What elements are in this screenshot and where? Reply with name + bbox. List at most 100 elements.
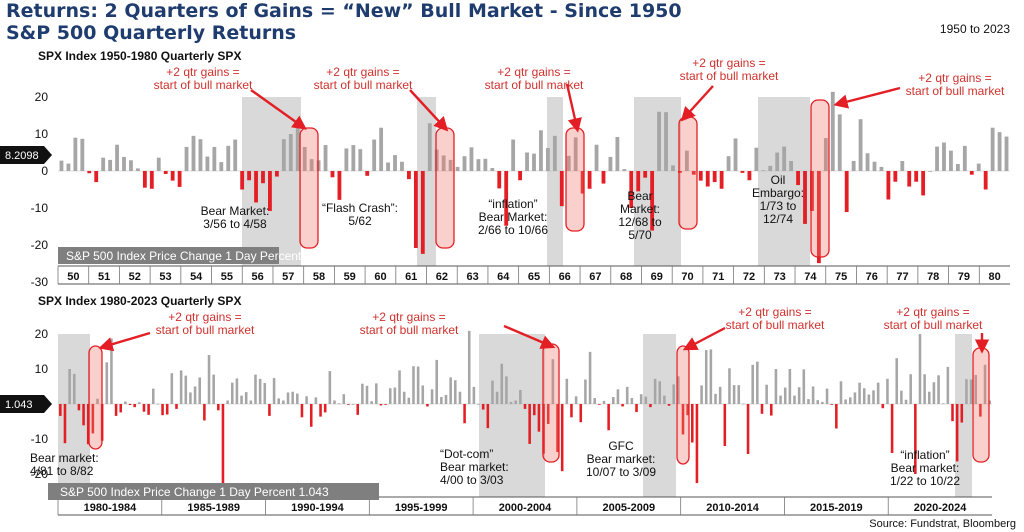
bar: [839, 381, 843, 404]
bear-market-label: “Dot-com” Bear market: 4/00 to 3/03: [440, 447, 509, 487]
bar: [723, 404, 727, 446]
bar: [525, 152, 529, 171]
bar: [337, 403, 341, 405]
bull-signal-arrow: [682, 326, 726, 351]
x-tick-label: 76: [866, 271, 878, 283]
bar: [733, 138, 738, 171]
bar: [712, 171, 717, 183]
bar: [448, 159, 453, 171]
bar: [519, 390, 522, 404]
bar: [867, 394, 871, 404]
bar: [598, 404, 601, 405]
bull-signal-highlight: [972, 347, 990, 463]
bar: [570, 404, 573, 418]
bar: [960, 404, 964, 423]
x-tick-label: 63: [466, 271, 478, 283]
bar: [319, 404, 322, 417]
bear-market-label: Bear Market: 12/68 to 5/70: [618, 189, 662, 242]
bar: [657, 111, 661, 171]
bar: [672, 384, 675, 404]
bar: [469, 147, 474, 171]
bar: [844, 399, 847, 404]
bull-signal-highlight: [810, 99, 830, 258]
bar: [412, 366, 415, 404]
bar: [258, 378, 262, 404]
x-tick-label: 2010-2014: [706, 502, 759, 514]
x-tick-label: 1995-1999: [395, 502, 448, 514]
bar: [704, 350, 708, 404]
bar: [177, 171, 182, 187]
bar: [969, 171, 974, 175]
bar: [398, 370, 401, 404]
y-tick-label: -10: [31, 201, 49, 215]
bar: [347, 404, 350, 405]
bar: [997, 132, 1002, 171]
x-tick-label: 66: [559, 271, 571, 283]
bar: [402, 391, 406, 404]
bar: [505, 376, 508, 404]
bar: [630, 398, 634, 404]
bar: [518, 171, 523, 181]
bar: [793, 395, 796, 404]
title-line-2: S&P 500 Quarterly Returns: [6, 22, 297, 44]
bar: [344, 148, 349, 171]
bar: [333, 400, 336, 404]
bar: [990, 127, 995, 171]
bar: [636, 171, 641, 192]
bar: [983, 171, 988, 190]
bar: [560, 404, 564, 472]
y-tick-label: -30: [31, 275, 49, 289]
bar: [528, 404, 531, 444]
bear-market-shade: [758, 97, 810, 266]
bar: [151, 388, 155, 404]
bar: [509, 401, 513, 404]
bar: [886, 378, 889, 404]
bar: [584, 379, 587, 404]
bar: [149, 171, 154, 189]
bar: [277, 398, 280, 404]
bull-signal-label: +2 qtr gains = start of bull market: [884, 305, 983, 332]
bar: [865, 153, 870, 171]
bar: [205, 156, 210, 171]
y-tick-label: -20: [31, 467, 49, 481]
bar: [226, 145, 231, 171]
legend-label: S&P 500 Index Price Change 1 Day Percent…: [66, 249, 342, 263]
bar: [667, 404, 671, 406]
bar: [413, 171, 418, 248]
bar: [740, 171, 745, 173]
bar: [80, 138, 85, 171]
bar: [811, 386, 815, 404]
bar: [714, 393, 717, 404]
bar: [747, 171, 752, 181]
bar: [495, 391, 499, 404]
bar: [909, 374, 912, 404]
bar: [621, 404, 624, 407]
bar: [886, 171, 891, 200]
bull-signal-arrow: [250, 89, 307, 130]
bar: [261, 171, 265, 184]
bar: [551, 359, 555, 404]
bar: [59, 404, 62, 416]
bar: [823, 138, 828, 171]
bar: [566, 155, 571, 171]
bar: [579, 404, 583, 423]
bar: [844, 171, 849, 213]
bar: [365, 385, 369, 404]
bull-signal-label: +2 qtr gains = start of bull market: [360, 310, 459, 337]
bar: [705, 171, 710, 187]
bar: [500, 363, 504, 404]
current-value-label: 8.2098: [5, 150, 39, 162]
bar: [281, 139, 286, 171]
bar: [625, 386, 629, 404]
bar: [430, 389, 434, 404]
bar: [138, 402, 141, 404]
bar: [965, 379, 968, 404]
x-tick-label: 71: [712, 271, 724, 283]
bar: [539, 130, 543, 171]
bar: [760, 404, 764, 414]
bull-signal-label: +2 qtr gains = start of bull market: [156, 310, 255, 337]
bar: [719, 171, 724, 189]
bar: [472, 386, 476, 404]
bar: [983, 364, 987, 404]
bar: [686, 404, 689, 416]
